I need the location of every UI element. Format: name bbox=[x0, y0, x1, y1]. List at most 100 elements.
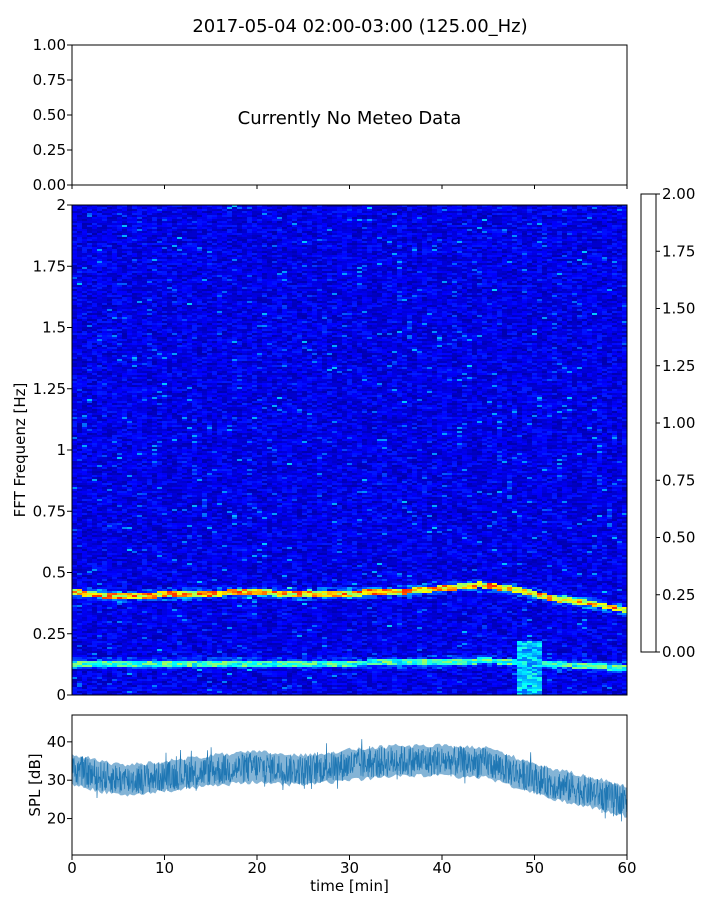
spectrogram-cell bbox=[112, 507, 118, 510]
spectrogram-cell bbox=[132, 691, 138, 694]
spectrogram-cell bbox=[72, 595, 78, 598]
spectrogram-cell bbox=[87, 373, 93, 376]
spectrogram-cell bbox=[147, 319, 153, 322]
spectrogram-cell bbox=[137, 623, 143, 626]
spectrogram-cell bbox=[152, 381, 158, 384]
spectrogram-cell bbox=[82, 339, 88, 342]
spectrogram-cell bbox=[102, 537, 108, 540]
spectrogram-cell bbox=[142, 515, 148, 518]
spectrogram-cell bbox=[122, 359, 128, 362]
spectrogram-cell bbox=[112, 607, 118, 610]
spectrogram-cell bbox=[132, 251, 138, 254]
spectrogram-cell bbox=[107, 465, 113, 468]
spectrogram-cell bbox=[132, 449, 138, 452]
spectrogram-cell bbox=[77, 449, 83, 452]
spectrogram-cell bbox=[87, 627, 93, 630]
spectrogram-cell bbox=[162, 575, 168, 578]
spectrogram-cell bbox=[147, 289, 153, 292]
spectrogram-cell bbox=[127, 507, 133, 510]
spectrogram-cell bbox=[167, 561, 173, 564]
spectrogram-cell bbox=[167, 589, 173, 592]
spectrogram-cell bbox=[152, 531, 158, 534]
spectrogram-cell bbox=[152, 365, 158, 368]
spectrogram-cell bbox=[117, 677, 123, 680]
spectrogram-cell bbox=[157, 441, 163, 444]
spectrogram-cell bbox=[142, 499, 148, 502]
spectrogram-cell bbox=[97, 401, 103, 404]
spectrogram-cell bbox=[112, 667, 118, 670]
spectrogram-cell bbox=[157, 415, 163, 418]
spectrogram-cell bbox=[82, 365, 88, 368]
spectrogram-cell bbox=[77, 559, 83, 562]
spectrogram-cell bbox=[157, 623, 163, 626]
spectrogram-cell bbox=[132, 565, 138, 568]
spectrogram-cell bbox=[137, 579, 143, 582]
spectrogram-cell bbox=[112, 689, 118, 692]
spectrogram-cell bbox=[97, 295, 103, 298]
spectrogram-cell bbox=[162, 347, 168, 350]
spectrogram-cell bbox=[142, 559, 148, 562]
spectrogram-cell bbox=[117, 377, 123, 380]
spectrogram-cell bbox=[167, 625, 173, 628]
spectrogram-cell bbox=[102, 463, 108, 466]
spectrogram-cell bbox=[142, 329, 148, 332]
spectrogram-cell bbox=[132, 321, 138, 324]
spectrogram-cell bbox=[127, 213, 133, 216]
spectrogram-cell bbox=[102, 273, 108, 276]
spectrogram-cell bbox=[157, 659, 163, 662]
spectrogram-cell bbox=[127, 609, 133, 612]
spectrogram-cell bbox=[162, 359, 168, 362]
spectrogram-cell bbox=[147, 331, 153, 334]
spectrogram-cell bbox=[107, 341, 113, 344]
spectrogram-cell bbox=[72, 503, 78, 506]
spectrogram-cell bbox=[142, 419, 148, 422]
spectrogram-cell bbox=[142, 421, 148, 424]
spectrogram-cell bbox=[162, 337, 168, 340]
spectrogram-cell bbox=[142, 395, 148, 398]
spectrogram-cell bbox=[92, 323, 98, 326]
spectrogram-cell bbox=[82, 237, 88, 240]
spectrogram-cell bbox=[152, 235, 158, 238]
spectrogram-cell bbox=[132, 595, 138, 598]
spectrogram-cell bbox=[132, 397, 138, 400]
spectrogram-cell bbox=[97, 331, 103, 334]
spectrogram-cell bbox=[162, 687, 168, 690]
spectrogram-cell bbox=[102, 487, 108, 490]
spectrogram-cell bbox=[127, 295, 133, 298]
spectrogram-cell bbox=[112, 257, 118, 260]
spectrogram-cell bbox=[162, 483, 168, 486]
spectrogram-cell bbox=[127, 307, 133, 310]
spectrogram-cell bbox=[97, 669, 103, 672]
spectrogram-cell bbox=[162, 627, 168, 630]
spectrogram-cell bbox=[107, 569, 113, 572]
spectrogram-cell bbox=[82, 301, 88, 304]
spectrogram-cell bbox=[152, 403, 158, 406]
spectrogram-cell bbox=[82, 375, 88, 378]
spectrogram-cell bbox=[107, 291, 113, 294]
spectrogram-cell bbox=[162, 249, 168, 252]
spectrogram-cell bbox=[147, 473, 153, 476]
spectrogram-cell bbox=[137, 509, 143, 512]
spectrogram-cell bbox=[157, 627, 163, 630]
spectrogram-cell bbox=[97, 321, 103, 324]
spectrogram-cell bbox=[87, 205, 93, 208]
spectrogram-cell bbox=[152, 633, 158, 636]
spectrogram-cell bbox=[77, 447, 83, 450]
spectrogram-cell bbox=[127, 555, 133, 558]
spectrogram-cell bbox=[92, 241, 98, 244]
spectrogram-cell bbox=[102, 519, 108, 522]
spectrogram-cell bbox=[97, 363, 103, 366]
spectrogram-cell bbox=[152, 539, 158, 542]
spectrogram-cell bbox=[82, 499, 88, 502]
spectrogram-cell bbox=[117, 405, 123, 408]
spectrogram-cell bbox=[137, 457, 143, 460]
spectrogram-cell bbox=[162, 511, 168, 514]
spectrogram-cell bbox=[152, 411, 158, 414]
spectrogram-cell bbox=[117, 297, 123, 300]
spectrogram-cell bbox=[92, 333, 98, 336]
spectrogram-cell bbox=[142, 247, 148, 250]
spectrogram-cell bbox=[132, 407, 138, 410]
spectrogram-cell bbox=[132, 591, 138, 594]
spectrogram-cell bbox=[152, 621, 158, 624]
spectrogram-cell bbox=[77, 361, 83, 364]
